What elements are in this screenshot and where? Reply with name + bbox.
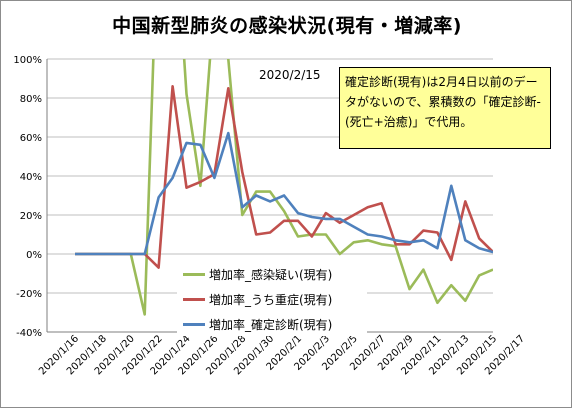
legend-label: 増加率_うち重症(現有) bbox=[209, 293, 333, 307]
y-tick-label: 60% bbox=[20, 133, 42, 144]
series-line-confirmed bbox=[75, 131, 493, 256]
legend-item-suspected: 増加率_感染疑い(現有) bbox=[177, 264, 367, 284]
series-line-suspected bbox=[75, 59, 493, 316]
y-tick-label: 20% bbox=[20, 211, 42, 222]
legend-item-severe: 増加率_うち重症(現有) bbox=[177, 289, 367, 309]
y-tick-label: -20% bbox=[16, 289, 42, 300]
y-tick-label: -40% bbox=[16, 328, 42, 339]
legend-label: 増加率_感染疑い(現有) bbox=[209, 268, 333, 282]
legend-swatch bbox=[183, 298, 205, 301]
chart-title: 中国新型肺炎の感染状況(現有・増減率) bbox=[112, 15, 462, 37]
legend-swatch bbox=[183, 323, 205, 326]
note-callout: 確定診断(現有)は2月4日以前のデータがないので、累積数の「確定診断-(死亡+治… bbox=[339, 67, 551, 149]
y-tick-label: 100% bbox=[13, 55, 42, 66]
legend: 増加率_感染疑い(現有) 増加率_うち重症(現有) 増加率_確定診断(現有) bbox=[177, 258, 367, 336]
legend-label: 増加率_確定診断(現有) bbox=[209, 318, 333, 332]
y-tick-label: 0% bbox=[26, 250, 42, 261]
legend-item-confirmed: 増加率_確定診断(現有) bbox=[177, 314, 367, 334]
y-tick-label: 80% bbox=[20, 94, 42, 105]
date-annotation: 2020/2/15 bbox=[259, 68, 321, 82]
y-tick-label: 40% bbox=[20, 172, 42, 183]
legend-swatch bbox=[183, 273, 205, 276]
